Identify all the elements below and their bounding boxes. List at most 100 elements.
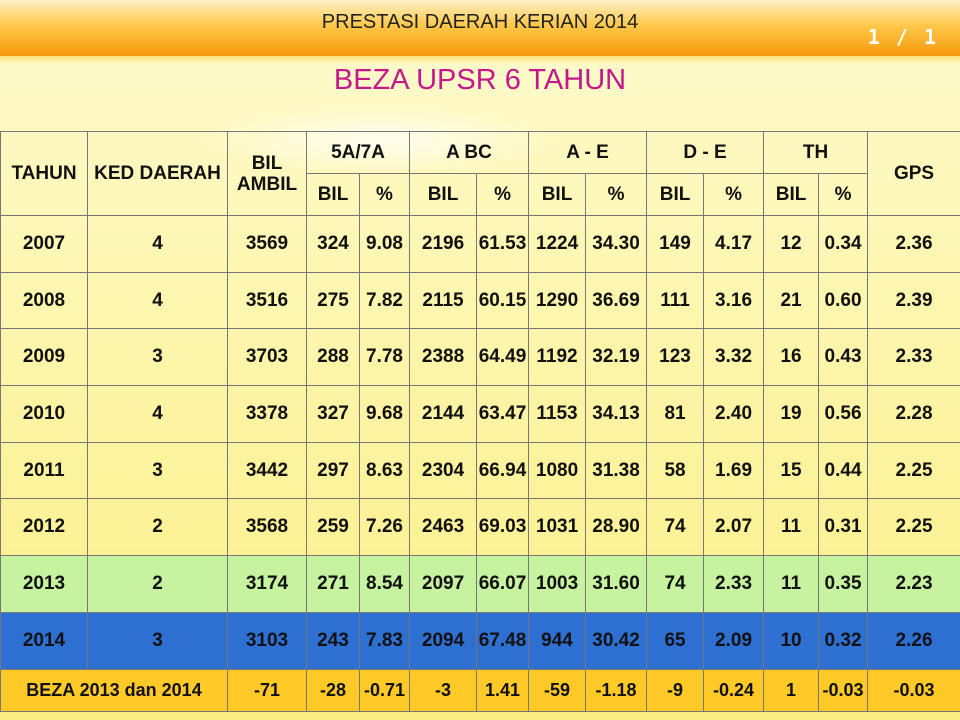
table-heading: BEZA UPSR 6 TAHUN [333, 64, 627, 96]
table-cell: 2094 [409, 611, 478, 670]
table-cell: 2.40 [703, 385, 765, 443]
table-cell: 275 [306, 271, 360, 330]
table-cell: 0.31 [818, 498, 869, 557]
table-cell: 58 [646, 441, 705, 500]
table-row: 2014 3 3103 243 7.83 2094 67.48 944 30.42 65 2.09 1… [0, 611, 960, 670]
table-row: 2007 4 3569 324 9.08 2196 61.53 1224 34.30 149 4.1… [0, 215, 960, 273]
table-cell: 36.69 [585, 271, 648, 330]
table-cell: 81 [646, 385, 705, 443]
table-row: 2010 4 3378 327 9.68 2144 63.47 1153 34.13 81 2.40… [0, 385, 960, 443]
subheader-bil: BIL [646, 173, 705, 216]
table-cell: 8.54 [358, 555, 411, 613]
table-cell: 4 [87, 215, 228, 273]
table-cell: 3174 [227, 555, 307, 613]
table-cell: 3103 [227, 611, 307, 670]
subheader-percent: % [818, 173, 869, 216]
table-cell: 7.82 [358, 271, 411, 330]
table-row: 2009 3 3703 288 7.78 2388 64.49 1192 32.19 123 3.3… [0, 328, 960, 387]
header-gps: GPS [867, 131, 960, 216]
footer-cell: -0.71 [358, 668, 411, 712]
table-cell: 288 [306, 328, 360, 387]
footer-cell: -59 [528, 668, 587, 712]
table-cell: 2.26 [867, 611, 960, 670]
results-table: TAHUN KED DAERAH BIL AMBIL 5A/7A A BC A … [0, 131, 960, 712]
table-cell: 10 [763, 611, 820, 670]
table-cell: 66.94 [476, 441, 530, 500]
table-cell: 1153 [528, 385, 587, 443]
table-cell: 4 [87, 385, 228, 443]
table-cell: 1.69 [703, 441, 765, 500]
table-cell: 3378 [227, 385, 307, 443]
table-cell: 1080 [528, 441, 587, 500]
table-cell: 3.32 [703, 328, 765, 387]
table-cell: 3.16 [703, 271, 765, 330]
table-cell: 2388 [409, 328, 478, 387]
table-cell: 2011 [0, 441, 88, 500]
table-cell: 3569 [227, 215, 307, 273]
table-cell: 944 [528, 611, 587, 670]
table-cell: 0.56 [818, 385, 869, 443]
table-cell: 259 [306, 498, 360, 557]
table-cell: 1290 [528, 271, 587, 330]
table-cell: 69.03 [476, 498, 530, 557]
table-cell: 2 [87, 498, 228, 557]
table-cell: 2.33 [867, 328, 960, 387]
title-bar: PRESTASI DAERAH KERIAN 2014 1 / 1 [0, 0, 960, 56]
footer-cell: -28 [306, 668, 360, 712]
footer-cell: 1.41 [476, 668, 530, 712]
table-cell: 149 [646, 215, 705, 273]
subheader-percent: % [358, 173, 411, 216]
table-cell: 0.35 [818, 555, 869, 613]
footer-cell: 1 [763, 668, 820, 712]
table-cell: 65 [646, 611, 705, 670]
table-cell: 2.23 [867, 555, 960, 613]
table-cell: 4 [87, 271, 228, 330]
subheader-percent: % [703, 173, 765, 216]
table-cell: 67.48 [476, 611, 530, 670]
table-cell: 1031 [528, 498, 587, 557]
table-cell: 12 [763, 215, 820, 273]
subheader-bil: BIL [409, 173, 478, 216]
footer-cell: -0.03 [818, 668, 869, 712]
subheader-bil: BIL [763, 173, 820, 216]
table-cell: 2 [87, 555, 228, 613]
table-row: 2011 3 3442 297 8.63 2304 66.94 1080 31.38 58 1.69… [0, 441, 960, 500]
table-cell: 34.30 [585, 215, 648, 273]
subheader-percent: % [476, 173, 530, 216]
table-cell: 327 [306, 385, 360, 443]
table-cell: 123 [646, 328, 705, 387]
table-cell: 0.43 [818, 328, 869, 387]
table-row: 2013 2 3174 271 8.54 2097 66.07 1003 31.60 74 2.33… [0, 555, 960, 613]
table-cell: 8.63 [358, 441, 411, 500]
table-cell: 34.13 [585, 385, 648, 443]
slide-title: PRESTASI DAERAH KERIAN 2014 [321, 11, 639, 33]
table-cell: 61.53 [476, 215, 530, 273]
table-cell: 297 [306, 441, 360, 500]
table-cell: 2.07 [703, 498, 765, 557]
table-cell: 3516 [227, 271, 307, 330]
table-cell: 0.44 [818, 441, 869, 500]
table-cell: 2.39 [867, 271, 960, 330]
table-cell: 2.33 [703, 555, 765, 613]
subheader-bil: BIL [306, 173, 360, 216]
table-cell: 0.32 [818, 611, 869, 670]
table-cell: 2.28 [867, 385, 960, 443]
table-cell: 21 [763, 271, 820, 330]
table-cell: 111 [646, 271, 705, 330]
table-cell: 7.83 [358, 611, 411, 670]
table-cell: 16 [763, 328, 820, 387]
header-group-a-e: A - E [528, 131, 648, 174]
footer-cell: -0.03 [867, 668, 960, 712]
table-cell: 3 [87, 328, 228, 387]
table-cell: 32.19 [585, 328, 648, 387]
header-bil-ambil: BIL AMBIL [227, 131, 307, 216]
header-group-abc: A BC [409, 131, 530, 174]
footer-cell: -3 [409, 668, 478, 712]
table-cell: 3568 [227, 498, 307, 557]
table-cell: 9.08 [358, 215, 411, 273]
table-cell: 324 [306, 215, 360, 273]
table-body: 2007 4 3569 324 9.08 2196 61.53 1224 34.30 149 4.1… [0, 215, 960, 670]
subheader-percent: % [585, 173, 648, 216]
table-cell: 2144 [409, 385, 478, 443]
table-cell: 4.17 [703, 215, 765, 273]
